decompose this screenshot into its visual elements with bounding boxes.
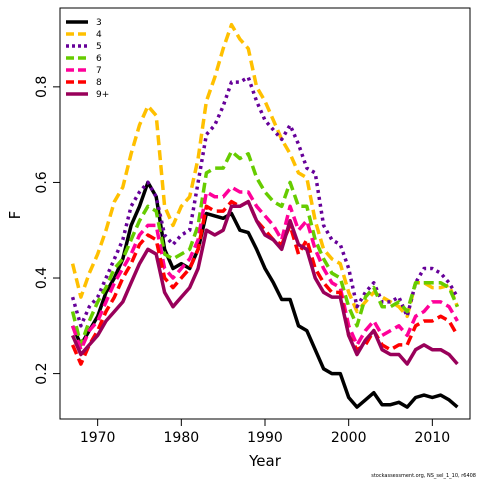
credit-text: stockassessment.org, NS_sel_1_10, r6408 <box>371 473 476 479</box>
y-axis: 0.2 0.4 0.6 0.8 <box>34 76 60 385</box>
series-layer <box>70 22 460 409</box>
plot-frame <box>59 7 471 420</box>
series-line-8 <box>70 199 459 366</box>
legend-label-3: 3 <box>96 18 102 28</box>
x-tick-label: 2000 <box>331 430 367 446</box>
x-axis-title: Year <box>248 452 282 470</box>
legend-label-5: 5 <box>96 42 102 52</box>
x-tick-label: 1990 <box>247 430 283 446</box>
legend: 3 4 5 6 7 8 9+ <box>66 18 109 100</box>
y-tick-label: 0.6 <box>34 171 50 193</box>
y-tick-label: 0.8 <box>34 76 50 98</box>
legend-label-6: 6 <box>96 54 102 64</box>
y-tick-label: 0.2 <box>34 362 50 384</box>
x-tick-label: 1980 <box>164 430 200 446</box>
x-tick-label: 1970 <box>80 430 116 446</box>
x-tick-label: 2010 <box>415 430 451 446</box>
series-line-9plus <box>70 199 459 366</box>
legend-label-4: 4 <box>96 30 102 40</box>
series-line-3 <box>70 180 459 409</box>
x-axis: 1970 1980 1990 2000 2010 <box>80 419 450 446</box>
series-line-7 <box>70 185 459 352</box>
series-line-4 <box>70 22 460 319</box>
legend-label-9plus: 9+ <box>96 90 109 100</box>
y-tick-label: 0.4 <box>34 267 50 289</box>
y-axis-title: F <box>6 211 24 220</box>
legend-label-8: 8 <box>96 78 102 88</box>
legend-label-7: 7 <box>96 66 102 76</box>
series-line-6 <box>70 149 460 347</box>
